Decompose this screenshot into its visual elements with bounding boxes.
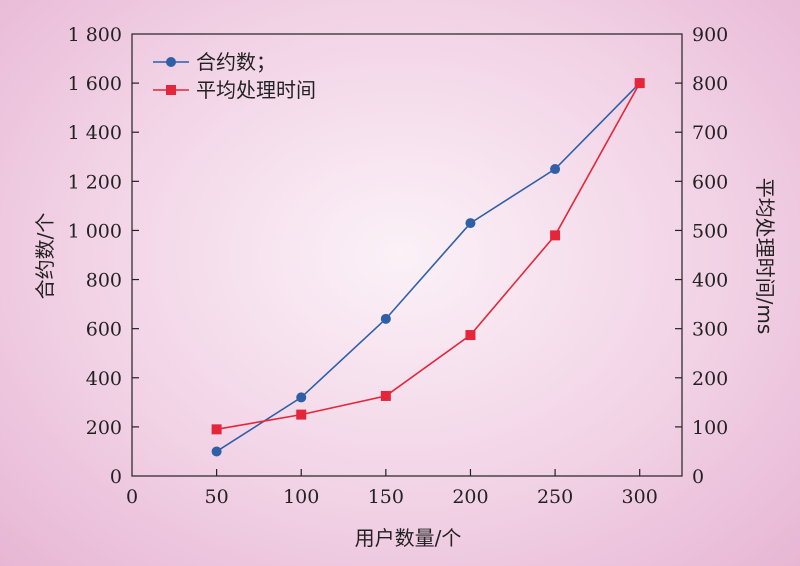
- left-y-tick-label: 600: [86, 319, 122, 341]
- data-point-processing-time: [465, 330, 476, 341]
- left-y-axis-ticks: 0 200 400 600 800 1 000 1 200 1 400 1 600 1 800: [68, 24, 139, 488]
- data-point-processing-time: [634, 78, 645, 89]
- left-y-tick-label: 1 800: [68, 24, 122, 46]
- legend-label-contracts: 合约数；: [196, 50, 276, 74]
- right-y-tick-label: 800: [692, 73, 728, 95]
- left-y-axis-title: 合约数/个: [33, 213, 57, 300]
- right-y-tick-label: 300: [692, 319, 728, 341]
- series-layer: [211, 78, 645, 457]
- right-y-tick-label: 100: [692, 417, 728, 439]
- x-tick-label: 0: [126, 486, 138, 508]
- axes-frame: [131, 33, 683, 477]
- x-tick-label: 250: [537, 486, 573, 508]
- left-y-tick-label: 1 400: [68, 122, 122, 144]
- series-line-processing-time: [216, 82, 641, 431]
- x-tick-label: 150: [368, 486, 404, 508]
- plot-frame: [131, 33, 683, 477]
- legend: 合约数； 平均处理时间: [153, 50, 316, 102]
- x-axis-ticks: 0 50 100 150 200 250 300: [126, 469, 658, 508]
- data-point-contracts: [211, 446, 222, 457]
- right-y-tick-label: 0: [692, 466, 704, 488]
- right-y-tick-label: 900: [692, 24, 728, 46]
- right-y-tick-label: 200: [692, 368, 728, 390]
- data-point-contracts: [380, 313, 391, 324]
- x-tick-label: 100: [283, 486, 319, 508]
- data-point-contracts: [550, 164, 561, 175]
- left-y-tick-label: 1 000: [68, 220, 122, 242]
- data-point-processing-time: [296, 409, 307, 420]
- x-tick-label: 200: [452, 486, 488, 508]
- right-y-axis-title: 平均处理时间/ms: [753, 178, 777, 335]
- left-y-tick-label: 200: [86, 417, 122, 439]
- left-y-tick-label: 0: [110, 466, 122, 488]
- data-point-contracts: [465, 218, 476, 229]
- data-point-processing-time: [550, 230, 561, 241]
- x-tick-label: 50: [205, 486, 229, 508]
- left-y-tick-label: 1 600: [68, 73, 122, 95]
- right-y-tick-label: 600: [692, 171, 728, 193]
- data-point-processing-time: [380, 390, 391, 401]
- right-y-tick-label: 400: [692, 270, 728, 292]
- legend-marker-circle: [166, 57, 176, 67]
- x-axis-title: 用户数量/个: [355, 526, 462, 550]
- x-tick-label: 300: [622, 486, 658, 508]
- data-point-processing-time: [211, 424, 222, 435]
- left-y-tick-label: 800: [86, 270, 122, 292]
- data-point-contracts: [296, 392, 307, 403]
- legend-marker-square: [166, 85, 176, 95]
- right-y-tick-label: 500: [692, 220, 728, 242]
- legend-label-processing-time: 平均处理时间: [196, 78, 316, 102]
- left-y-tick-label: 400: [86, 368, 122, 390]
- left-y-tick-label: 1 200: [68, 171, 122, 193]
- right-y-tick-label: 700: [692, 122, 728, 144]
- right-y-axis-ticks: 0 100 200 300 400 500 600 700 800 900: [675, 24, 728, 488]
- series-line-contracts: [216, 82, 641, 453]
